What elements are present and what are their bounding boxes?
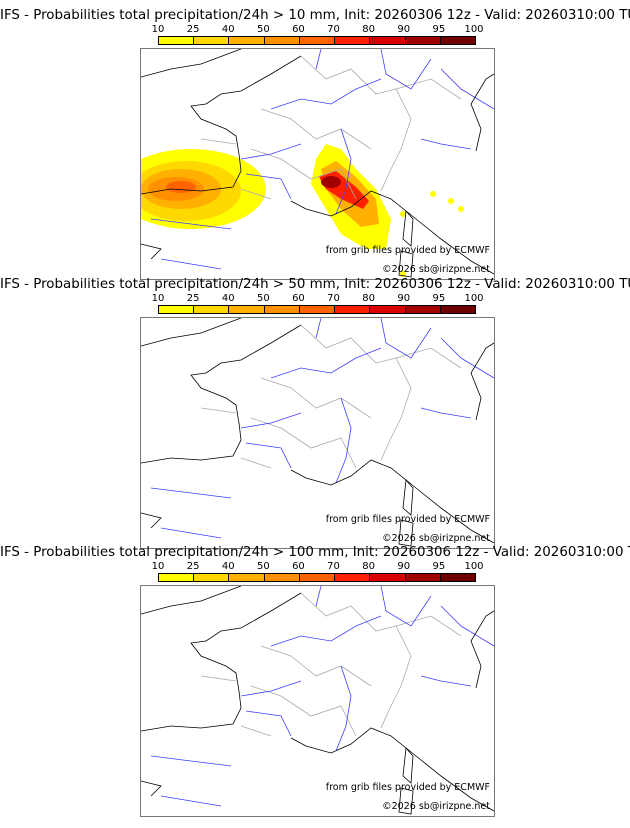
colorbar-segment <box>405 37 441 44</box>
rivers <box>150 317 494 538</box>
data-source-credit: from grib files provided by ECMWF <box>325 782 490 793</box>
precip-area-west <box>166 181 196 193</box>
colorbar-tick-label: 100 <box>464 24 484 35</box>
colorbar-tick-label: 80 <box>362 24 376 35</box>
colorbar-segment <box>299 305 336 313</box>
colorbar-segment <box>159 37 195 44</box>
map-panel: from grib files provided by ECMWF ©2026 … <box>140 585 495 817</box>
rivers <box>150 49 494 270</box>
copyright-credit: ©2026 sb@irizpne.net <box>382 532 490 544</box>
precip-spot <box>448 198 454 204</box>
colorbar-tick-label: 40 <box>221 24 235 35</box>
coastline <box>141 586 494 815</box>
colorbar-tick-label: 10 <box>151 292 165 304</box>
colorbar-tick-label: 90 <box>397 24 411 35</box>
colorbar-segment <box>299 574 336 581</box>
map-panel: from grib files provided by ECMWF ©2026 … <box>140 48 495 280</box>
copyright-credit: ©2026 sb@irizpne.net <box>382 264 490 275</box>
colorbar-segment <box>440 37 475 44</box>
precip-spot <box>458 206 464 212</box>
country-borders <box>200 592 462 737</box>
map-title: IFS - Probabilities total precipitation/… <box>0 276 630 292</box>
colorbar-segment <box>440 305 475 313</box>
colorbar-segment <box>264 574 300 581</box>
colorbar-tick-label: 95 <box>432 24 446 35</box>
map-canvas <box>141 586 494 815</box>
map-title: IFS - Probabilities total precipitation/… <box>0 545 630 560</box>
colorbar-segment <box>194 574 230 581</box>
colorbar-tick-label: 80 <box>362 561 376 572</box>
colorbar-segment <box>159 305 195 313</box>
colorbar-tick-label: 100 <box>464 292 484 304</box>
colorbar-tick-label: 70 <box>327 561 340 572</box>
coastline <box>141 317 494 546</box>
colorbar-segment <box>264 305 300 313</box>
colorbar-segment <box>405 305 441 313</box>
colorbar-tick-label: 40 <box>221 292 235 304</box>
colorbar-tick-label: 25 <box>186 24 200 35</box>
colorbar-tick-label: 60 <box>292 24 305 35</box>
colorbar-segment <box>405 574 441 581</box>
colorbar-tick-label: 50 <box>256 561 270 572</box>
data-source-credit: from grib files provided by ECMWF <box>325 513 490 525</box>
colorbar <box>158 304 476 314</box>
colorbar-tick-label: 95 <box>432 561 446 572</box>
colorbar-segment <box>194 305 230 313</box>
colorbar-segment <box>299 37 336 44</box>
colorbar-tick-label: 60 <box>292 292 305 304</box>
map-title: IFS - Probabilities total precipitation/… <box>0 8 630 23</box>
colorbar <box>158 36 476 45</box>
colorbar-segment <box>194 37 230 44</box>
colorbar-tick-label: 95 <box>432 292 446 304</box>
colorbar-tick-label: 40 <box>221 561 235 572</box>
precip-spot <box>400 211 406 217</box>
map-canvas <box>141 49 494 278</box>
precip-spot <box>430 191 436 197</box>
colorbar-segment <box>229 37 265 44</box>
colorbar-segment <box>335 37 371 44</box>
colorbar-tick-label: 10 <box>151 24 165 35</box>
coastline <box>141 49 494 278</box>
colorbar-tick-label: 90 <box>397 292 411 304</box>
map-panel: from grib files provided by ECMWF ©2026 … <box>140 316 495 549</box>
data-source-credit: from grib files provided by ECMWF <box>325 245 490 256</box>
colorbar-segment <box>229 574 265 581</box>
precip-core <box>321 176 341 188</box>
colorbar <box>158 573 476 582</box>
colorbar-tick-label: 70 <box>327 24 340 35</box>
colorbar-tick-label: 50 <box>256 292 270 304</box>
country-borders <box>200 55 462 200</box>
map-canvas <box>141 317 494 546</box>
colorbar-segment <box>370 305 406 313</box>
colorbar-tick-label: 25 <box>186 561 200 572</box>
colorbar-segment <box>159 574 195 581</box>
colorbar-tick-label: 70 <box>327 292 340 304</box>
colorbar-segment <box>440 574 475 581</box>
colorbar-segment <box>264 37 300 44</box>
country-borders <box>200 324 462 468</box>
colorbar-tick-label: 80 <box>362 292 376 304</box>
colorbar-segment <box>370 37 406 44</box>
copyright-credit: ©2026 sb@irizpne.net <box>382 801 490 812</box>
colorbar-tick-label: 25 <box>186 292 200 304</box>
colorbar-segment <box>335 574 371 581</box>
colorbar-tick-label: 10 <box>151 561 165 572</box>
colorbar-tick-label: 50 <box>256 24 270 35</box>
colorbar-segment <box>229 305 265 313</box>
colorbar-tick-label: 60 <box>292 561 305 572</box>
rivers <box>150 586 494 807</box>
colorbar-tick-label: 100 <box>464 561 484 572</box>
colorbar-tick-label: 90 <box>397 561 411 572</box>
colorbar-segment <box>370 574 406 581</box>
colorbar-segment <box>335 305 371 313</box>
